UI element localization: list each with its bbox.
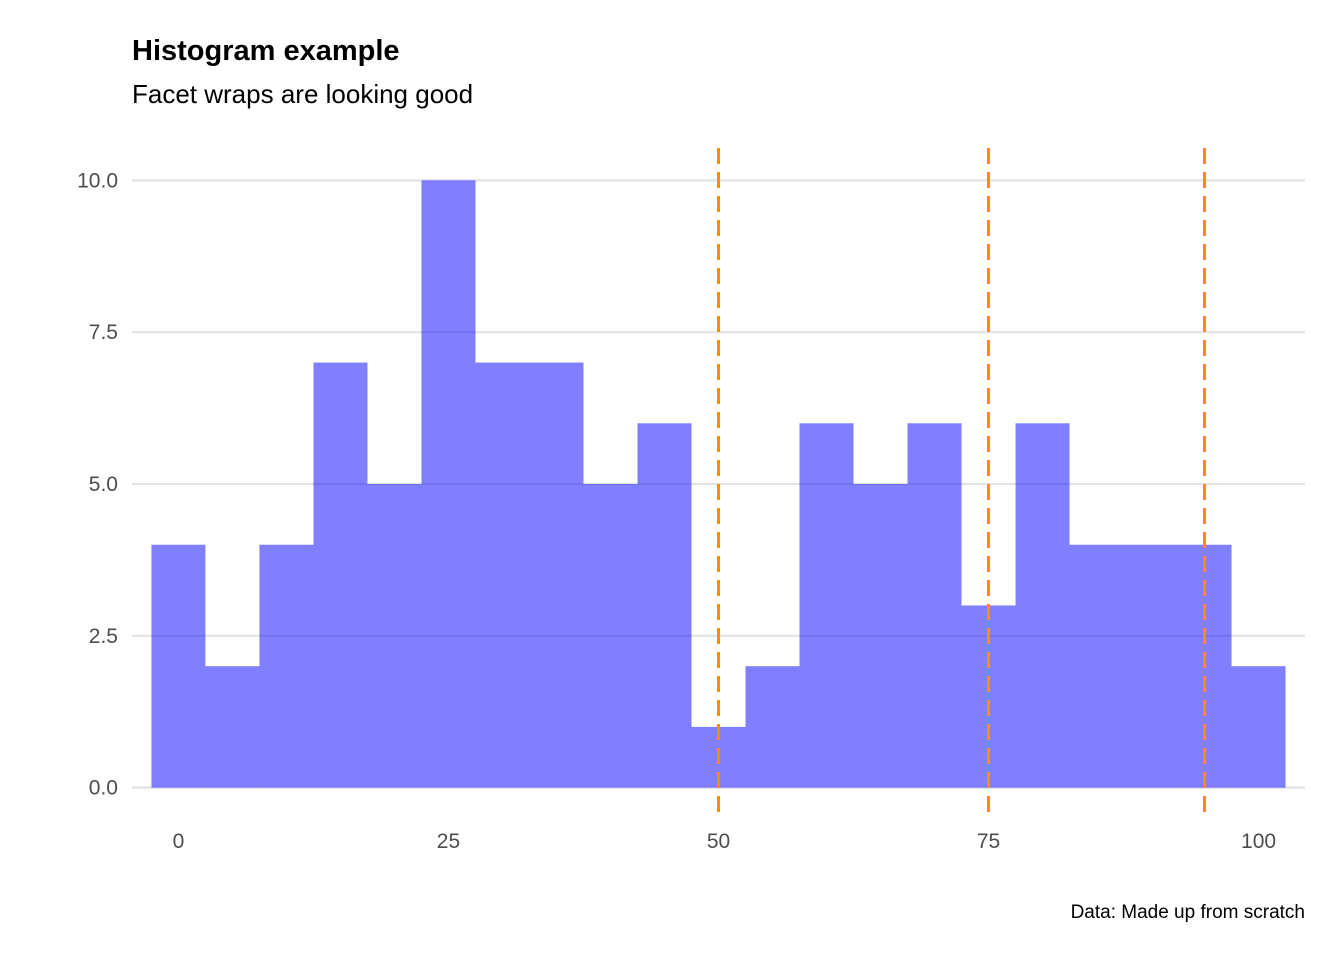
y-axis-tick-labels: 0.0 2.5 5.0 7.5 10.0 <box>77 169 118 799</box>
y-tick-label-2-5: 2.5 <box>89 625 118 648</box>
x-tick-label-75: 75 <box>977 830 1000 853</box>
histogram-bar-16 <box>1015 423 1070 788</box>
chart-subtitle: Facet wraps are looking good <box>132 79 473 109</box>
histogram-bar-5 <box>421 180 476 788</box>
chart-caption: Data: Made up from scratch <box>1071 902 1305 923</box>
histogram-bar-12 <box>799 423 854 788</box>
histogram-bar-7 <box>529 362 584 788</box>
x-tick-label-50: 50 <box>707 830 730 853</box>
histogram-bar-9 <box>637 423 692 788</box>
y-tick-label-5: 5.0 <box>89 473 118 496</box>
y-tick-label-0: 0.0 <box>89 777 118 800</box>
histogram-bar-18 <box>1123 544 1178 788</box>
histogram-bar-8 <box>583 484 638 788</box>
histogram-bar-6 <box>475 362 530 788</box>
histogram-bars <box>151 180 1286 788</box>
histogram-bar-13 <box>853 484 908 788</box>
histogram-bar-17 <box>1069 544 1124 788</box>
histogram-bar-11 <box>745 666 800 788</box>
histogram-bar-2 <box>259 544 314 788</box>
histogram-bar-20 <box>1231 666 1286 788</box>
histogram-bar-4 <box>367 484 422 788</box>
chart-title: Histogram example <box>132 35 400 67</box>
x-tick-label-25: 25 <box>437 830 460 853</box>
x-axis-tick-labels: 0 25 50 75 100 <box>173 830 1276 853</box>
y-tick-label-10: 10.0 <box>77 169 118 192</box>
x-tick-label-100: 100 <box>1241 830 1276 853</box>
histogram-bar-14 <box>907 423 962 788</box>
x-tick-label-0: 0 <box>173 830 185 853</box>
histogram-bar-0 <box>151 544 206 788</box>
y-tick-label-7-5: 7.5 <box>89 321 118 344</box>
reference-lines <box>717 148 1207 818</box>
histogram-bar-1 <box>205 666 260 788</box>
histogram-bar-3 <box>313 362 368 788</box>
